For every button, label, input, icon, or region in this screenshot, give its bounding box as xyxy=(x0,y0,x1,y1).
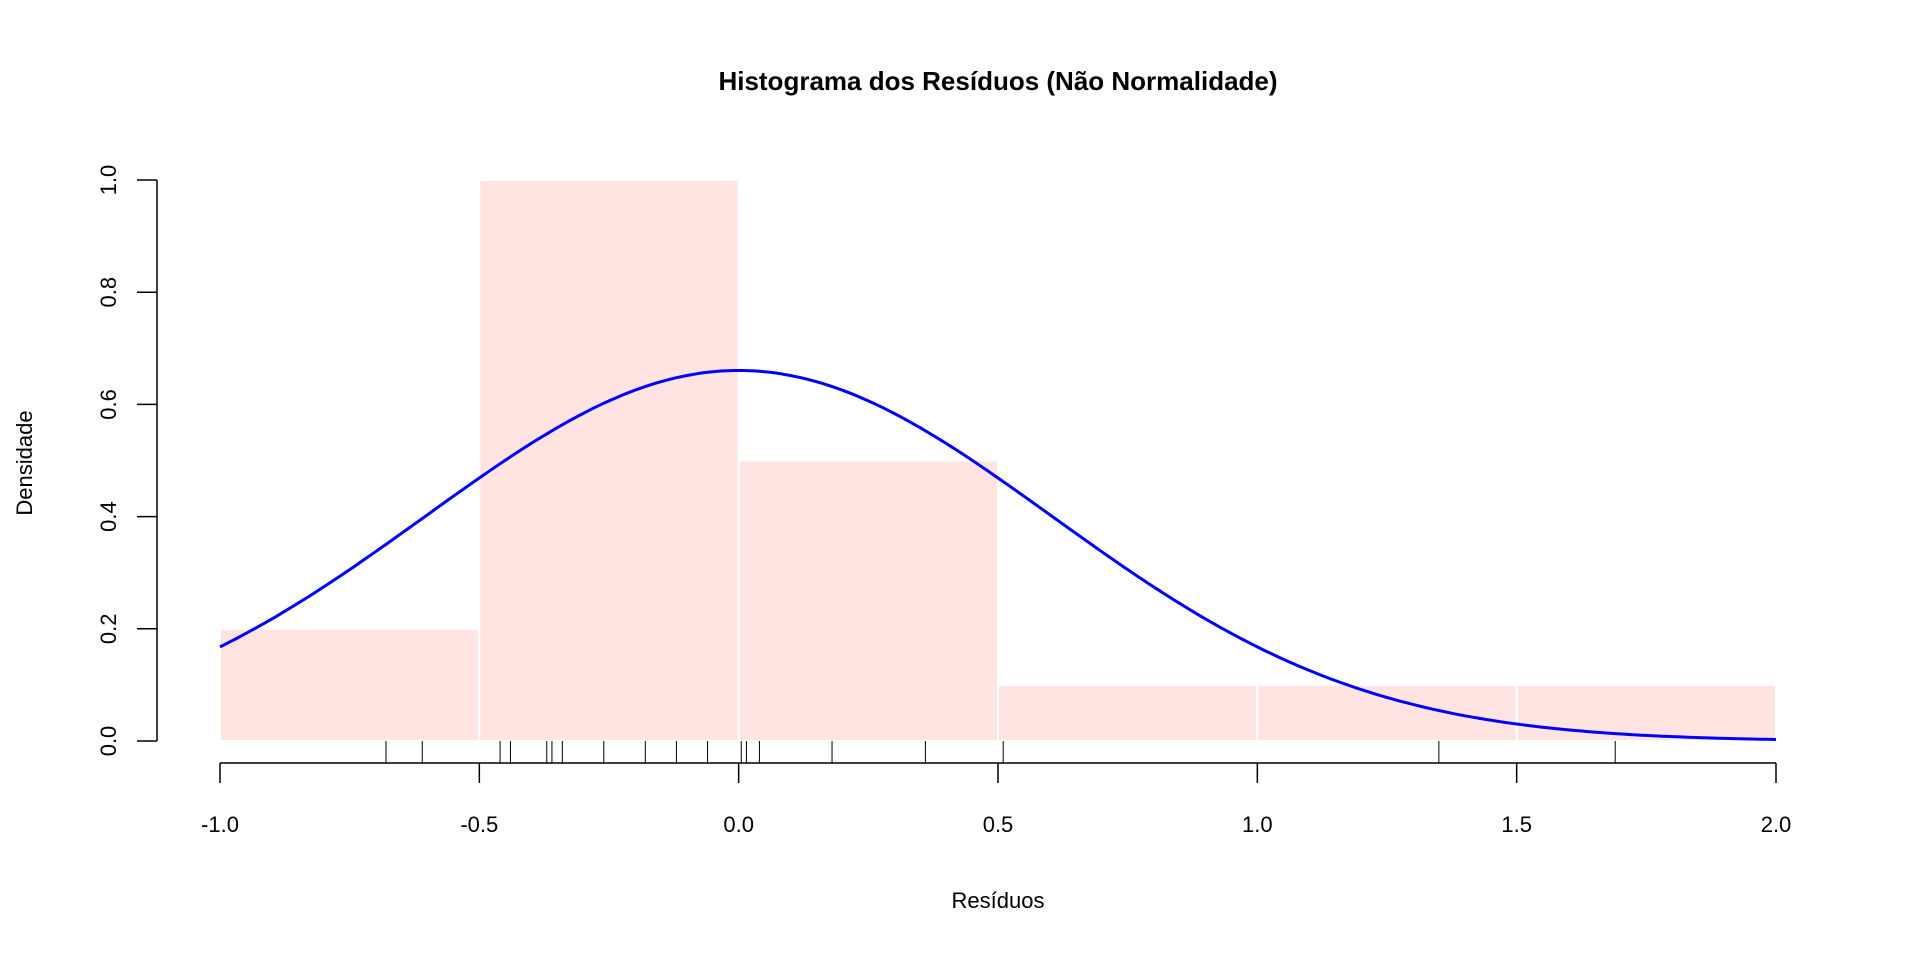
histogram-bar-5 xyxy=(1515,683,1777,743)
rug-marks xyxy=(385,741,1616,763)
histogram-bar-4 xyxy=(1256,683,1518,743)
x-axis: -1.0 -0.5 0.0 0.5 1.0 1.5 2.0 xyxy=(201,762,1792,837)
x-tick-label: 2.0 xyxy=(1761,812,1792,837)
histogram-bar-1 xyxy=(478,179,740,742)
x-tick-label: 0.0 xyxy=(723,812,754,837)
y-axis: 0.0 0.2 0.4 0.6 0.8 1.0 xyxy=(96,165,158,757)
y-tick-label: 0.4 xyxy=(96,501,121,532)
histogram-bars xyxy=(219,179,1777,743)
x-tick-label: 1.0 xyxy=(1242,812,1273,837)
y-tick-label: 0.6 xyxy=(96,389,121,420)
x-axis-title: Resíduos xyxy=(952,888,1045,913)
y-tick-label: 0.8 xyxy=(96,277,121,308)
x-tick-label: 1.5 xyxy=(1501,812,1532,837)
normal-density-curve xyxy=(219,369,1777,741)
x-tick-label: 0.5 xyxy=(983,812,1014,837)
y-tick-label: 0.0 xyxy=(96,726,121,757)
y-axis-title: Densidade xyxy=(12,410,37,515)
y-tick-label: 0.2 xyxy=(96,614,121,645)
y-tick-label: 1.0 xyxy=(96,165,121,196)
x-tick-label: -0.5 xyxy=(460,812,498,837)
histogram-bar-0 xyxy=(219,627,481,742)
histogram-bar-2 xyxy=(737,459,1000,742)
histogram-bar-3 xyxy=(997,683,1259,743)
x-tick-label: -1.0 xyxy=(201,812,239,837)
chart-title: Histograma dos Resíduos (Não Normalidade… xyxy=(718,66,1277,96)
